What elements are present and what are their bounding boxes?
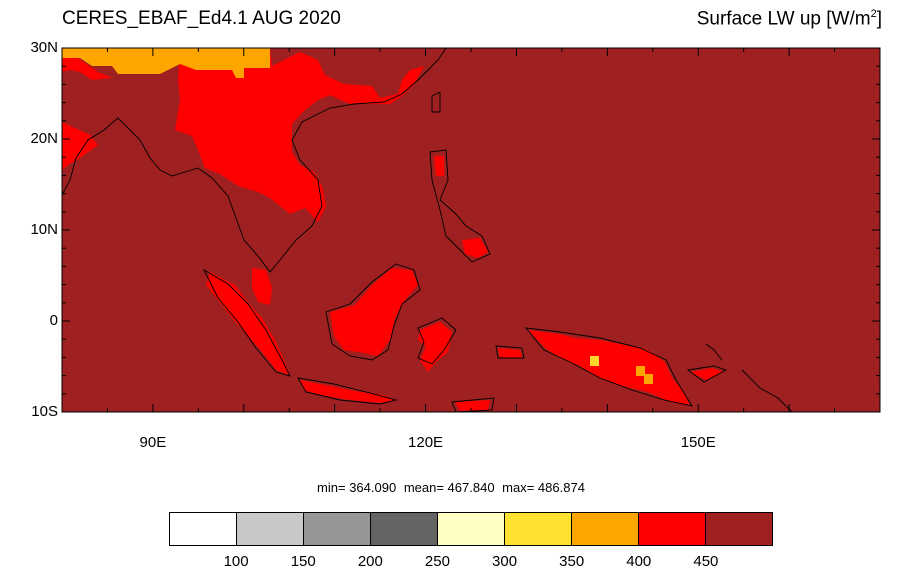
java-region (300, 380, 395, 403)
title-right-superscript: 2 (870, 8, 877, 20)
sulawesi-region (418, 322, 452, 372)
lat-tick-label: 10S (31, 403, 58, 420)
philippines-patch (462, 238, 488, 258)
timor-patch (455, 400, 490, 411)
india-coast-patch (62, 122, 98, 170)
tibet-orange-region (62, 48, 270, 78)
coastline-solomon (705, 343, 723, 361)
figure-title-left: CERES_EBAF_Ed4.1 AUG 2020 (62, 8, 341, 29)
lon-tick-label: 150E (680, 434, 716, 451)
coastline-islands (495, 345, 793, 413)
lat-tick-label: 20N (30, 130, 58, 147)
coastline-new-britain (686, 365, 728, 383)
colorbar-label: 400 (626, 553, 652, 570)
colorbar-label: 350 (559, 553, 585, 570)
colorbar-box (505, 513, 572, 545)
new-britain-patch (690, 368, 724, 380)
coastline-sulawesi (417, 317, 457, 365)
colorbar-label: 200 (357, 553, 383, 570)
borneo-region (330, 268, 418, 356)
stat-max: max= 486.874 (502, 480, 585, 495)
coastline-java (297, 377, 398, 405)
coastlines (61, 47, 793, 413)
indochina-region (175, 48, 424, 222)
colorbar-box (706, 513, 772, 545)
new-guinea-region (528, 330, 690, 406)
colorbar-box (304, 513, 371, 545)
axis-ticks (61, 47, 881, 413)
colorbar-box (170, 513, 237, 545)
coastline-philippines (429, 149, 491, 263)
colorbar-box (371, 513, 438, 545)
colorbar-box (639, 513, 706, 545)
new-guinea-orange-3 (644, 374, 653, 384)
stat-mean: mean= 467.840 (403, 480, 495, 495)
lat-tick-label: 30N (30, 39, 58, 56)
sumatra-region (206, 272, 290, 375)
coastline-borneo (325, 263, 421, 361)
new-guinea-yellow-1 (590, 356, 599, 366)
colorbar-label: 250 (424, 553, 450, 570)
colorbar-box (572, 513, 639, 545)
colorbar-label: 100 (223, 553, 249, 570)
colorbar-box (237, 513, 304, 545)
colorbar-label: 300 (492, 553, 518, 570)
coastline-sumatra (202, 268, 291, 377)
lon-tick-label: 90E (139, 434, 167, 451)
statistics-line: min= 364.090 mean= 467.840 max= 486.874 (0, 480, 902, 495)
colorbar-label: 450 (693, 553, 719, 570)
mid-lw-region-layer (62, 48, 653, 384)
coastline-asia (61, 47, 447, 273)
new-guinea-orange-2 (636, 366, 645, 376)
moluccas-patch (498, 348, 522, 358)
stat-min: min= 364.090 (317, 480, 397, 495)
lat-tick-label: 0 (49, 312, 58, 329)
lat-tick-label: 10N (30, 221, 58, 238)
lon-tick-label: 120E (408, 434, 444, 451)
coastline-taiwan (431, 91, 441, 113)
colorbar (169, 512, 773, 546)
figure-title-right: Surface LW up [W/m2] (697, 8, 882, 30)
high-lw-region-layer (62, 48, 724, 411)
map-panel (61, 47, 881, 413)
title-right-main: Surface LW up [W/m (696, 8, 871, 30)
coastline-new-guinea (524, 327, 693, 407)
malay-peninsula-region (252, 268, 272, 305)
colorbar-label: 150 (290, 553, 316, 570)
coastline-timor (451, 397, 495, 413)
luzon-patch (434, 156, 444, 176)
title-right-end: ] (876, 8, 882, 30)
colorbar-box (438, 513, 505, 545)
